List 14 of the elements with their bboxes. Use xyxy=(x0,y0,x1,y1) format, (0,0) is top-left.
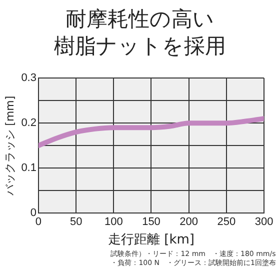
x-tick-label: 200 xyxy=(180,216,198,228)
x-axis-title: 走行距離 [km] xyxy=(108,232,194,248)
y-tick-label: 0.1 xyxy=(21,162,36,174)
y-tick-label: 0.3 xyxy=(21,72,36,84)
y-axis-title: バックラッシ [mm] xyxy=(3,96,16,196)
x-tick-label: 100 xyxy=(104,216,123,228)
chart-subtitle: 樹脂ナットを採用 xyxy=(53,33,227,60)
x-tick-label: 150 xyxy=(142,216,160,228)
x-tick-label: 300 xyxy=(254,216,274,228)
y-tick-label: 0.2 xyxy=(21,117,36,130)
x-tick-label: 250 xyxy=(217,216,236,228)
y-tick-label: 0 xyxy=(30,207,36,220)
chart-title: 耐摩耗性の高い xyxy=(64,6,216,33)
x-tick-label: 50 xyxy=(70,216,82,228)
